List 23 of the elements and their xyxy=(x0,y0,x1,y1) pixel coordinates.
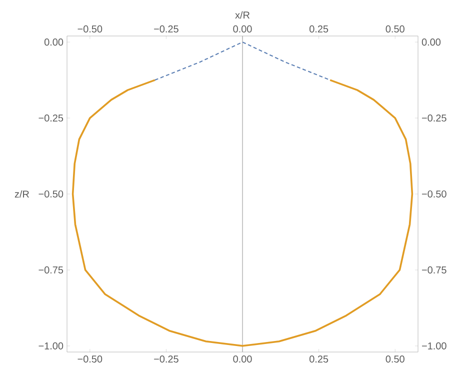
x2-tick-label: −0.50 xyxy=(78,25,102,32)
x2-axis-title: x/R xyxy=(235,11,250,19)
x2-tick-label: 0.25 xyxy=(310,25,328,32)
y-tick-label: −0.50 xyxy=(38,190,64,198)
y2-tick-label: 0.00 xyxy=(422,38,441,46)
line-series xyxy=(72,79,414,347)
y-tick-label: −0.25 xyxy=(38,114,64,122)
x-tick-label: −0.25 xyxy=(154,356,178,363)
y-tick-label: −0.75 xyxy=(38,266,64,274)
y-tick-label: −1.00 xyxy=(38,342,64,350)
y2-tick-label: −0.50 xyxy=(422,190,446,198)
x-tick-label: 0.00 xyxy=(233,356,252,363)
y2-tick-label: −0.75 xyxy=(422,266,446,274)
y-tick-label: 0.00 xyxy=(44,38,64,46)
y2-tick-label: −0.25 xyxy=(422,114,446,122)
x-tick-label: 0.50 xyxy=(386,356,404,363)
x-tick-label: 0.25 xyxy=(310,356,328,363)
x2-tick-label: −0.25 xyxy=(154,25,178,32)
y2-tick-label: −1.00 xyxy=(422,342,446,350)
x-tick-label: −0.50 xyxy=(78,356,102,363)
x2-tick-label: 0.50 xyxy=(386,25,404,32)
y-axis-title: z/R xyxy=(14,190,29,198)
x2-tick-label: 0.00 xyxy=(233,25,252,32)
